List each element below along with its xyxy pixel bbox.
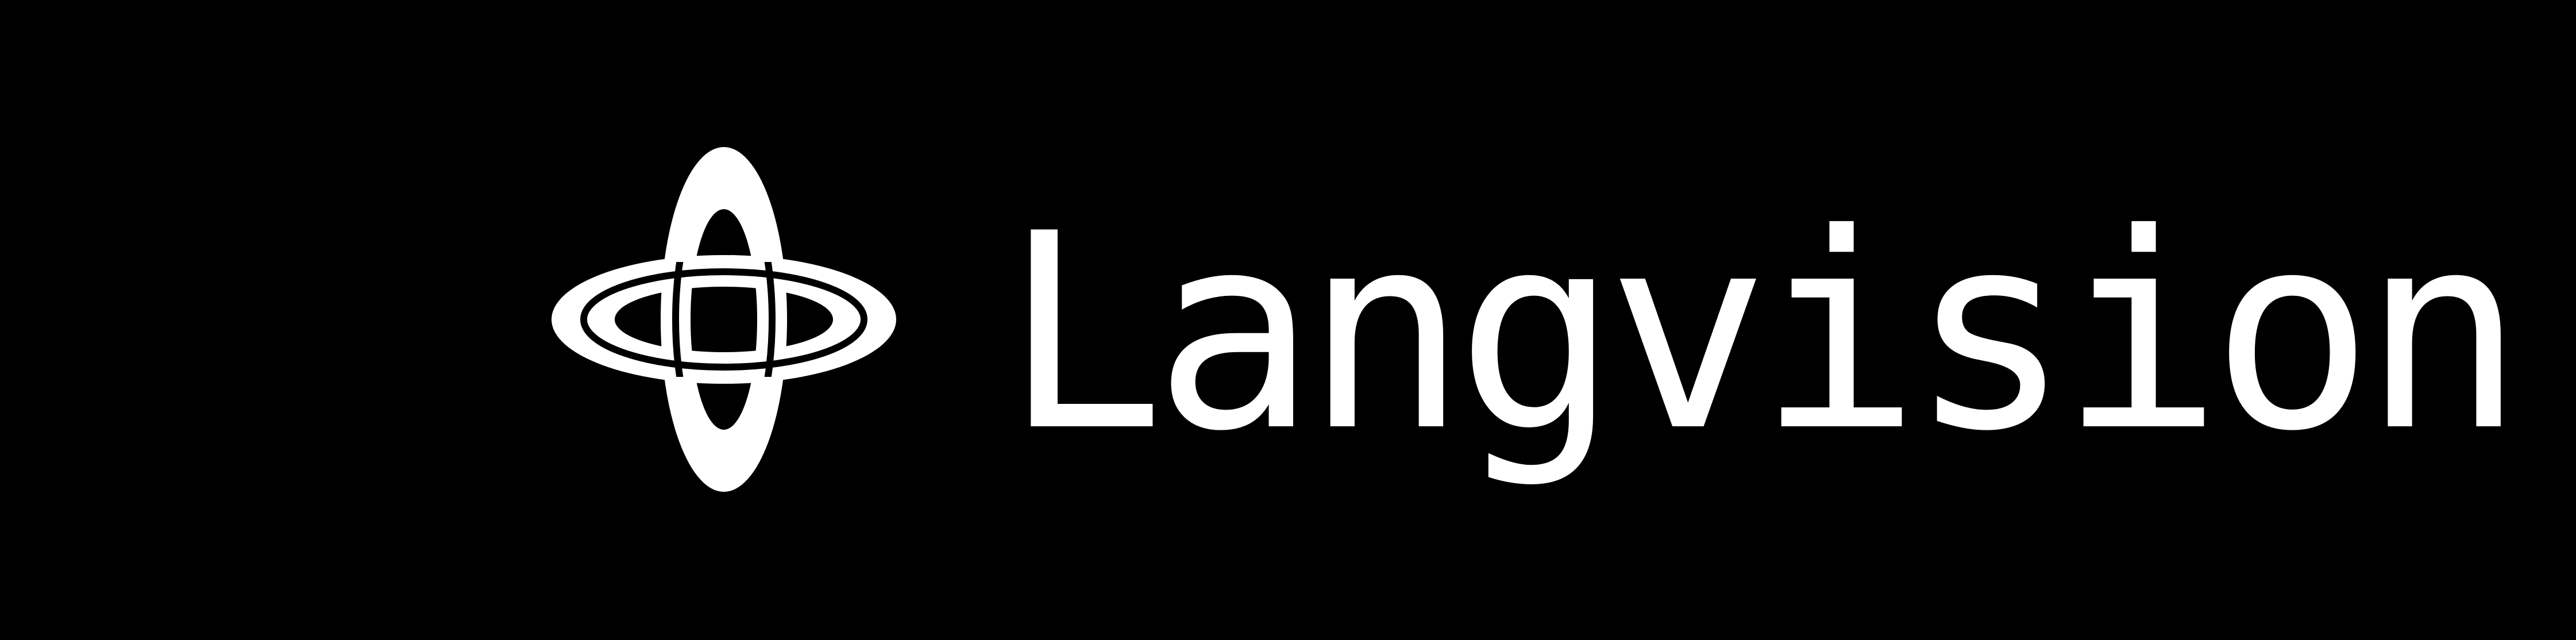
orbital-cross-icon — [552, 147, 896, 492]
brand-name: Langvision — [1002, 176, 2525, 490]
